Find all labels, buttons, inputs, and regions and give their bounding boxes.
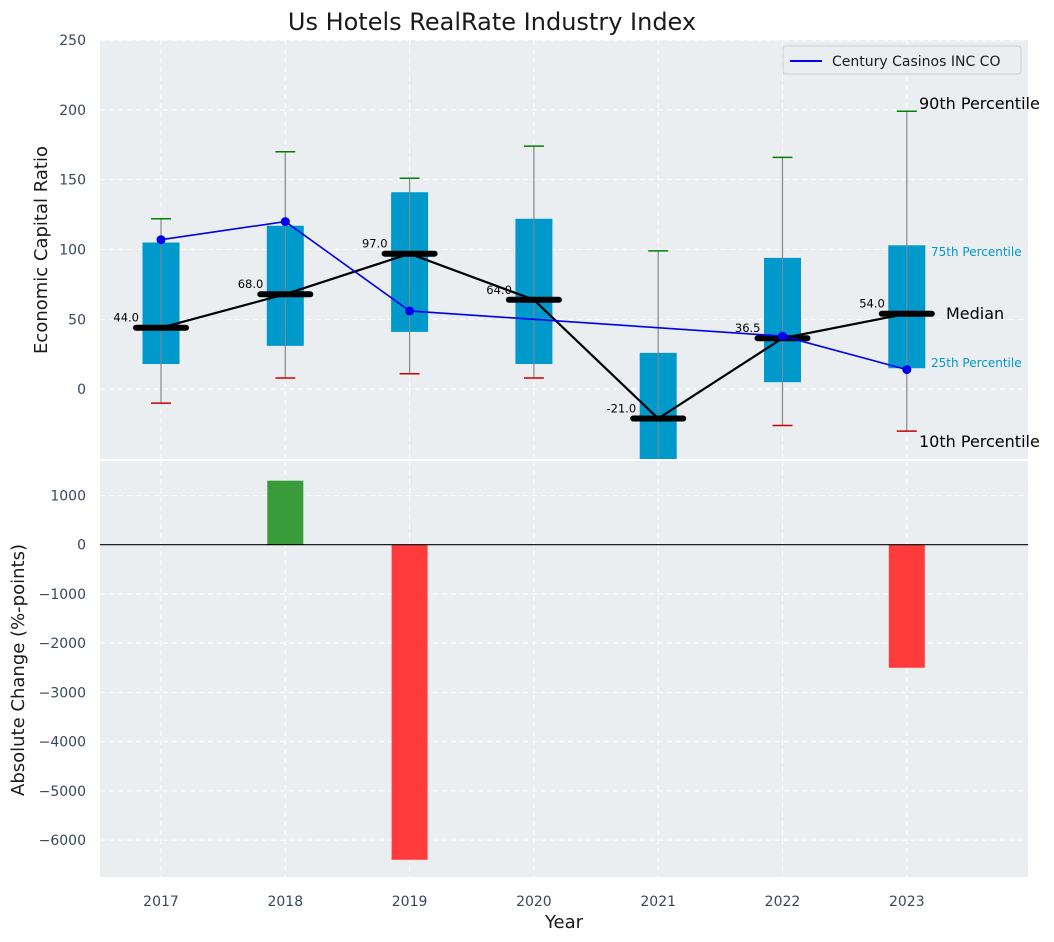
top-y-tick-label: 200 bbox=[59, 103, 86, 119]
bottom-y-tick-label: 1000 bbox=[50, 488, 86, 504]
change-bar-negative bbox=[391, 544, 428, 860]
x-tick-label: 2017 bbox=[143, 894, 179, 910]
x-axis-label: Year bbox=[544, 912, 584, 933]
median-value-label: 44.0 bbox=[113, 311, 139, 325]
company-data-point bbox=[778, 331, 787, 341]
annotation-75th-percentile: 75th Percentile bbox=[931, 245, 1022, 259]
company-data-point bbox=[405, 306, 415, 316]
median-value-label: 68.0 bbox=[238, 277, 264, 291]
annotation-25th-percentile: 25th Percentile bbox=[931, 356, 1022, 370]
bottom-y-tick-label: −3000 bbox=[39, 685, 86, 701]
chart-title: Us Hotels RealRate Industry Index bbox=[288, 8, 696, 36]
annotation-10th-percentile: 10th Percentile bbox=[919, 432, 1040, 451]
top-y-axis-label: Economic Capital Ratio bbox=[31, 146, 52, 354]
x-tick-label: 2020 bbox=[516, 894, 552, 910]
x-tick-label: 2023 bbox=[889, 894, 925, 910]
median-value-label: 54.0 bbox=[859, 297, 885, 311]
x-tick-labels: 2017 2018 2019 2020 2021 2022 2023 bbox=[143, 894, 924, 910]
bottom-y-axis-label: Absolute Change (%-points) bbox=[8, 544, 29, 796]
x-tick-label: 2022 bbox=[765, 894, 801, 910]
company-data-point bbox=[156, 235, 166, 245]
top-y-tick-label: 100 bbox=[59, 243, 86, 259]
bottom-y-tick-labels: −6000 −5000 −4000 −3000 −2000 −1000 0 1000 bbox=[39, 488, 86, 849]
legend-box bbox=[782, 45, 1022, 75]
bottom-y-tick-label: −6000 bbox=[39, 833, 86, 849]
bottom-y-tick-label: −5000 bbox=[39, 784, 86, 800]
bottom-y-tick-label: −2000 bbox=[39, 636, 86, 652]
top-y-tick-label: 250 bbox=[59, 33, 86, 49]
bottom-y-tick-label: −1000 bbox=[39, 587, 86, 603]
company-data-point bbox=[280, 217, 290, 227]
bottom-panel-background bbox=[100, 461, 1028, 877]
top-y-tick-label: 50 bbox=[68, 312, 86, 328]
bottom-chart-marks bbox=[100, 480, 1028, 860]
annotation-median: Median bbox=[946, 304, 1004, 323]
top-y-tick-labels: 0 50 100 150 200 250 bbox=[59, 33, 86, 398]
bottom-y-tick-label: 0 bbox=[77, 538, 86, 554]
median-value-label: 36.5 bbox=[735, 321, 761, 335]
x-tick-label: 2019 bbox=[392, 894, 428, 910]
median-value-label: 97.0 bbox=[362, 237, 388, 251]
median-value-label: -21.0 bbox=[606, 401, 636, 415]
x-tick-label: 2021 bbox=[640, 894, 676, 910]
company-data-point bbox=[902, 365, 912, 375]
x-tick-label: 2018 bbox=[267, 894, 303, 910]
annotation-90th-percentile: 90th Percentile bbox=[919, 94, 1040, 113]
top-y-tick-label: 0 bbox=[77, 382, 86, 398]
legend: Century Casinos INC CO bbox=[782, 45, 1022, 75]
top-y-tick-label: 150 bbox=[59, 173, 86, 189]
change-bar-positive bbox=[267, 480, 304, 545]
legend-label: Century Casinos INC CO bbox=[832, 54, 1000, 70]
top-chart-marks: 44.0 68.0 97.0 64.0 -21.0 36.5 54.0 bbox=[113, 110, 935, 459]
bottom-y-tick-label: −4000 bbox=[39, 735, 86, 751]
median-value-label: 64.0 bbox=[486, 283, 512, 297]
change-bar-negative bbox=[888, 544, 925, 668]
